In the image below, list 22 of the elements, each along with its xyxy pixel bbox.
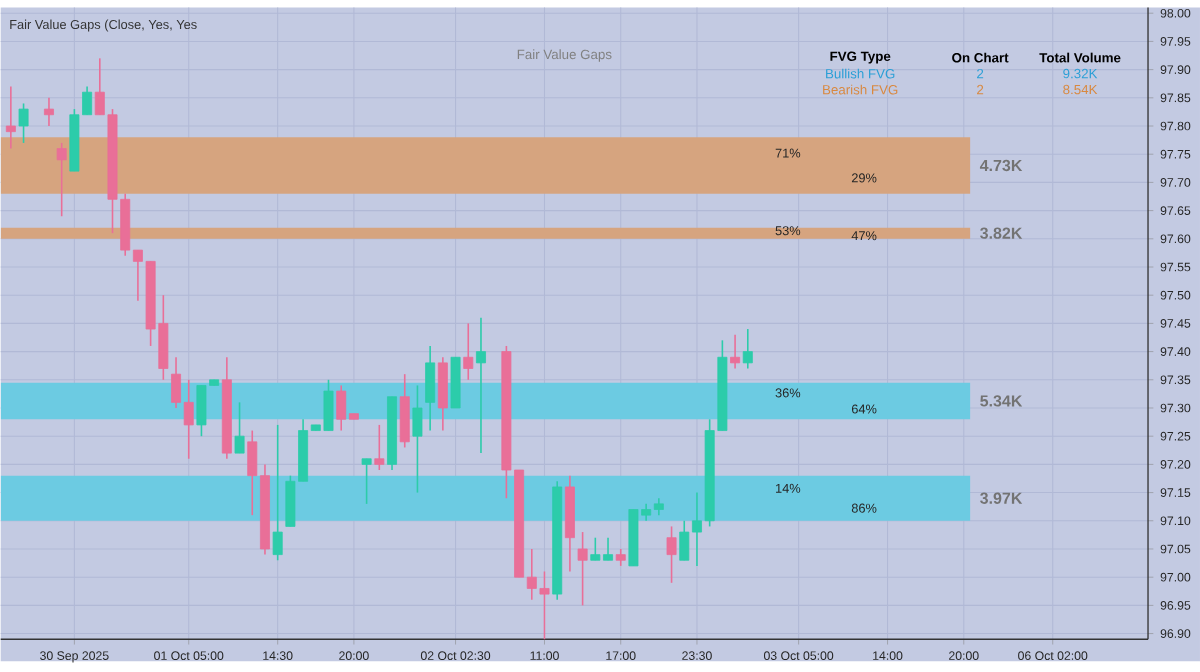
- band-label: 5.34K: [980, 395, 1023, 407]
- candlestick: [234, 401, 245, 455]
- candlestick: [18, 103, 29, 145]
- candlestick: [666, 525, 677, 584]
- candlestick: [44, 97, 54, 128]
- candlestick: [475, 317, 486, 455]
- band-label: 4.73K: [979, 160, 1023, 172]
- candlestick: [272, 424, 283, 562]
- candlestick: [399, 373, 410, 449]
- candlestick: [425, 345, 436, 432]
- candlestick: [730, 334, 741, 370]
- candlestick: [374, 424, 385, 472]
- band-label: 3.82K: [980, 227, 1023, 240]
- candlestick: [437, 356, 448, 432]
- band-label: 3.97K: [980, 492, 1023, 505]
- candlestick: [361, 458, 372, 506]
- candlestick: [56, 142, 67, 218]
- candlestick: [412, 384, 423, 494]
- candlestick: [577, 531, 588, 607]
- candlestick: [742, 328, 753, 370]
- candlestick: [5, 86, 16, 150]
- candlestick: [463, 322, 474, 381]
